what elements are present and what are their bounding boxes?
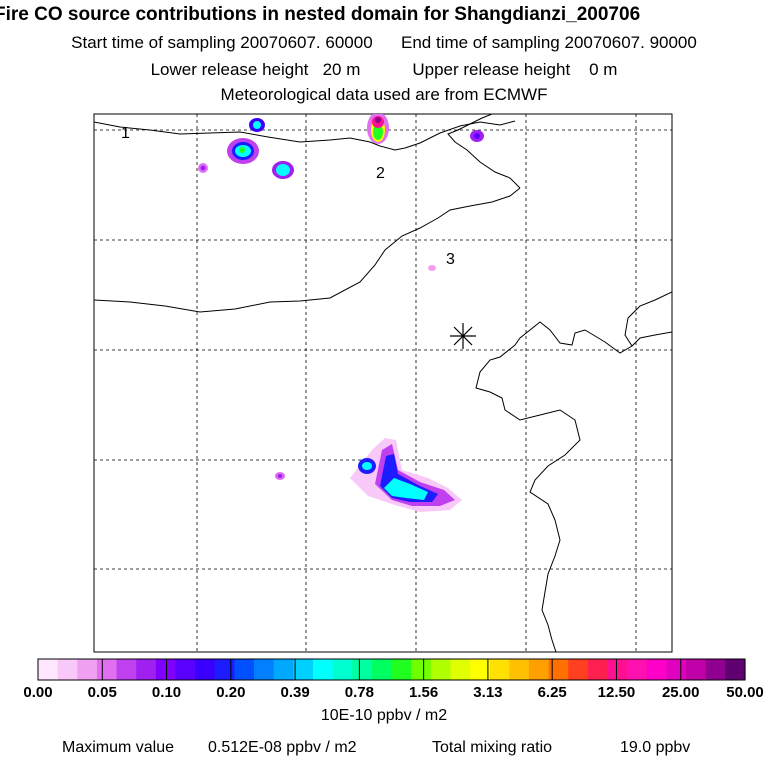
coast-fragment: [631, 331, 672, 347]
lower-label: Lower release height: [150, 60, 309, 79]
legend-swatch: [77, 659, 98, 680]
legend-swatch: [528, 659, 550, 680]
plume-nw-a-peak: [239, 147, 245, 153]
legend-swatch: [646, 659, 668, 680]
legend-tick-label: 50.00: [726, 684, 764, 701]
plume-nw-d-core: [200, 165, 206, 171]
legend-swatch: [136, 659, 157, 680]
legend-swatch: [214, 659, 235, 680]
start-value: 20070607. 60000: [240, 33, 373, 52]
legend-swatch: [430, 659, 452, 680]
legend-tick-label: 0.78: [344, 684, 374, 701]
total-label: Total mixing ratio: [432, 739, 553, 756]
legend-swatch: [725, 659, 746, 680]
plume-north-core: [375, 117, 381, 123]
legend-tick-label: 0.05: [87, 684, 117, 701]
plume-north-low: [373, 124, 383, 140]
map-title: Fire CO source contributions in nested d…: [0, 4, 641, 25]
border-east: [447, 114, 521, 189]
color-legend: [37, 659, 746, 680]
end-value: 20070607. 90000: [564, 33, 697, 52]
source-plumes: [198, 114, 484, 512]
upper-value: 0 m: [589, 60, 618, 79]
border-north: [94, 120, 516, 151]
plume-south-high: [384, 478, 428, 500]
start-label: Start time of sampling: [71, 33, 236, 52]
release-heights: Lower release height 20 m Upper release …: [0, 60, 768, 80]
max-value: 0.512E-08 ppbv / m2: [208, 739, 357, 756]
upper-label: Upper release height: [412, 60, 571, 79]
sampling-times: Start time of sampling 20070607. 60000 E…: [0, 33, 768, 53]
max-label: Maximum value: [62, 739, 175, 756]
total-value: 19.0 ppbv: [620, 739, 691, 756]
legend-swatch: [254, 659, 275, 680]
plume-nw-b-high: [253, 121, 261, 129]
legend-swatch: [391, 659, 412, 680]
legend-swatch: [175, 659, 196, 680]
region-label-2: 2: [376, 165, 385, 182]
lower-value: 20 m: [322, 60, 361, 79]
legend-swatch: [234, 659, 255, 680]
legend-tick-label: 0.10: [151, 684, 182, 701]
legend-swatch: [312, 659, 334, 680]
legend-tick-label: 0.39: [280, 684, 310, 701]
legend-swatch: [273, 659, 294, 680]
legend-tick-label: 3.13: [473, 684, 503, 701]
legend-swatch: [470, 659, 491, 680]
legend-swatch: [489, 659, 510, 680]
met-data-note: Meteorological data used are from ECMWF: [220, 85, 548, 104]
region-label-3: 1: [121, 125, 130, 142]
legend-tick-label: 12.50: [597, 684, 636, 701]
legend-swatch: [116, 659, 137, 680]
legend-swatch: [352, 659, 373, 680]
plume-nw-c-high: [276, 164, 290, 176]
legend-swatch: [686, 659, 707, 680]
legend-tick-label: 0.00: [23, 684, 53, 701]
end-label: End time of sampling: [401, 33, 560, 52]
receptor-marker-icon: [450, 323, 476, 349]
boundaries: [94, 114, 672, 652]
legend-tick-label: 6.25: [537, 684, 567, 701]
plume-south-point-core: [277, 474, 283, 478]
legend-swatch: [57, 659, 78, 680]
region-label-1: 3: [446, 251, 455, 268]
legend-swatch: [96, 659, 118, 680]
legend-tick-label: 25.00: [661, 684, 700, 701]
legend-swatch: [195, 659, 216, 680]
plume-ne-core: [474, 133, 480, 139]
legend-swatch: [587, 659, 609, 680]
legend-swatch: [411, 659, 432, 680]
legend-swatch: [450, 659, 471, 680]
plume-south-west-high: [362, 462, 372, 470]
legend-swatch: [293, 659, 314, 680]
legend-tick-label: 1.56: [409, 684, 439, 701]
legend-swatch: [666, 659, 687, 680]
map-frame: [93, 113, 673, 653]
legend-swatch: [38, 659, 59, 680]
coast-bohai: [475, 291, 672, 652]
color-legend-frame: [37, 658, 746, 681]
legend-swatch: [155, 659, 177, 680]
plume-point-1: [428, 265, 436, 271]
legend-tick-label: 0.20: [216, 684, 246, 701]
legend-swatch: [332, 659, 353, 680]
legend-unit: 10E-10 ppbv / m2: [320, 707, 448, 724]
legend-swatch: [627, 659, 648, 680]
legend-swatch: [548, 659, 569, 680]
legend-swatch: [568, 659, 589, 680]
legend-swatch: [607, 659, 628, 680]
legend-swatch: [705, 659, 726, 680]
legend-swatch: [509, 659, 530, 680]
legend-swatch: [371, 659, 393, 680]
border-mongolia: [94, 187, 521, 313]
